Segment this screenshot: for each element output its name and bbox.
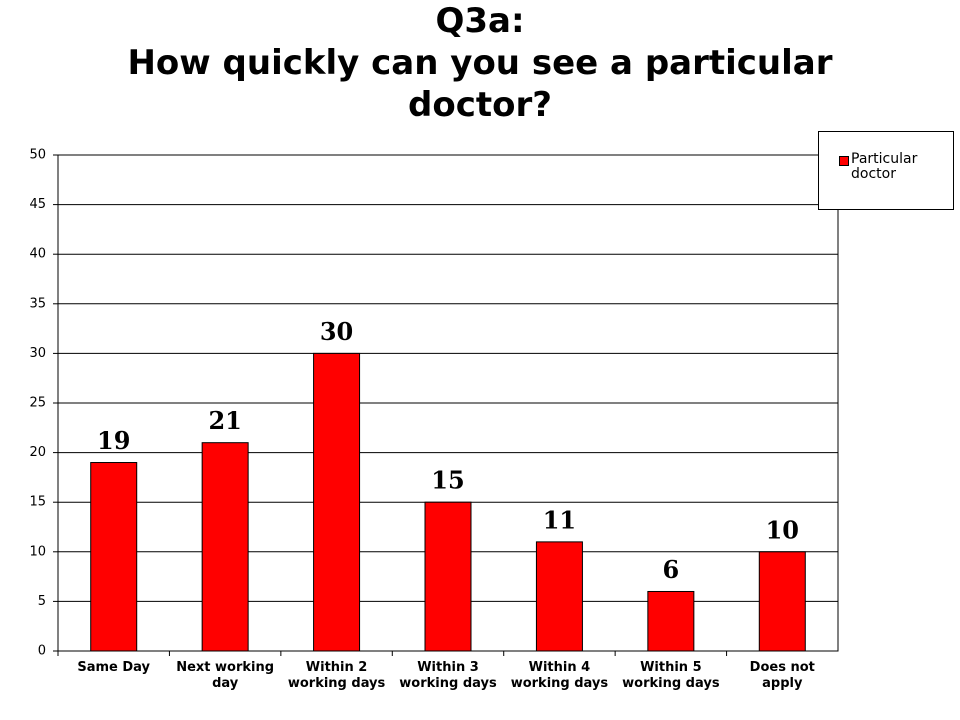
- legend: Particular doctor: [818, 131, 954, 210]
- bar: [201, 442, 249, 652]
- x-tick-label: Within 2 working days: [287, 660, 386, 691]
- y-tick-label: 20: [29, 445, 46, 460]
- value-label: 6: [663, 555, 680, 584]
- x-tick-label: Same Day: [77, 660, 151, 675]
- y-tick-label: 5: [38, 594, 46, 609]
- y-tick-label: 15: [29, 495, 46, 510]
- legend-swatch: [839, 156, 849, 166]
- value-label: 11: [543, 505, 576, 534]
- bar: [535, 541, 583, 652]
- bar: [90, 462, 138, 652]
- x-tick-label: Within 4 working days: [510, 660, 609, 691]
- bar: [313, 352, 361, 652]
- bar: [647, 590, 695, 652]
- y-tick-label: 10: [29, 544, 46, 559]
- value-label: 19: [97, 426, 130, 455]
- bar: [424, 501, 472, 652]
- y-tick-label: 40: [29, 247, 46, 262]
- x-tick-label: Within 3 working days: [399, 660, 497, 691]
- y-tick-label: 50: [29, 148, 46, 163]
- y-tick-label: 35: [29, 296, 46, 311]
- y-tick-label: 0: [38, 644, 46, 659]
- y-tick-label: 45: [29, 197, 46, 212]
- x-tick-label: Does not apply: [749, 660, 815, 691]
- bar: [758, 551, 806, 652]
- chart-subtitle: How quickly can you see a particular doc…: [127, 43, 833, 125]
- value-label: 30: [320, 317, 353, 346]
- x-tick-label: Within 5 working days: [622, 660, 720, 691]
- y-tick-label: 25: [29, 396, 46, 411]
- value-label: 21: [208, 406, 241, 435]
- chart-title: Q3a:: [435, 1, 525, 41]
- legend-label: Particular doctor: [851, 151, 918, 182]
- value-label: 15: [431, 466, 464, 495]
- x-tick-label: Next working day: [176, 660, 275, 691]
- y-tick-label: 30: [29, 346, 46, 361]
- value-label: 10: [766, 515, 799, 544]
